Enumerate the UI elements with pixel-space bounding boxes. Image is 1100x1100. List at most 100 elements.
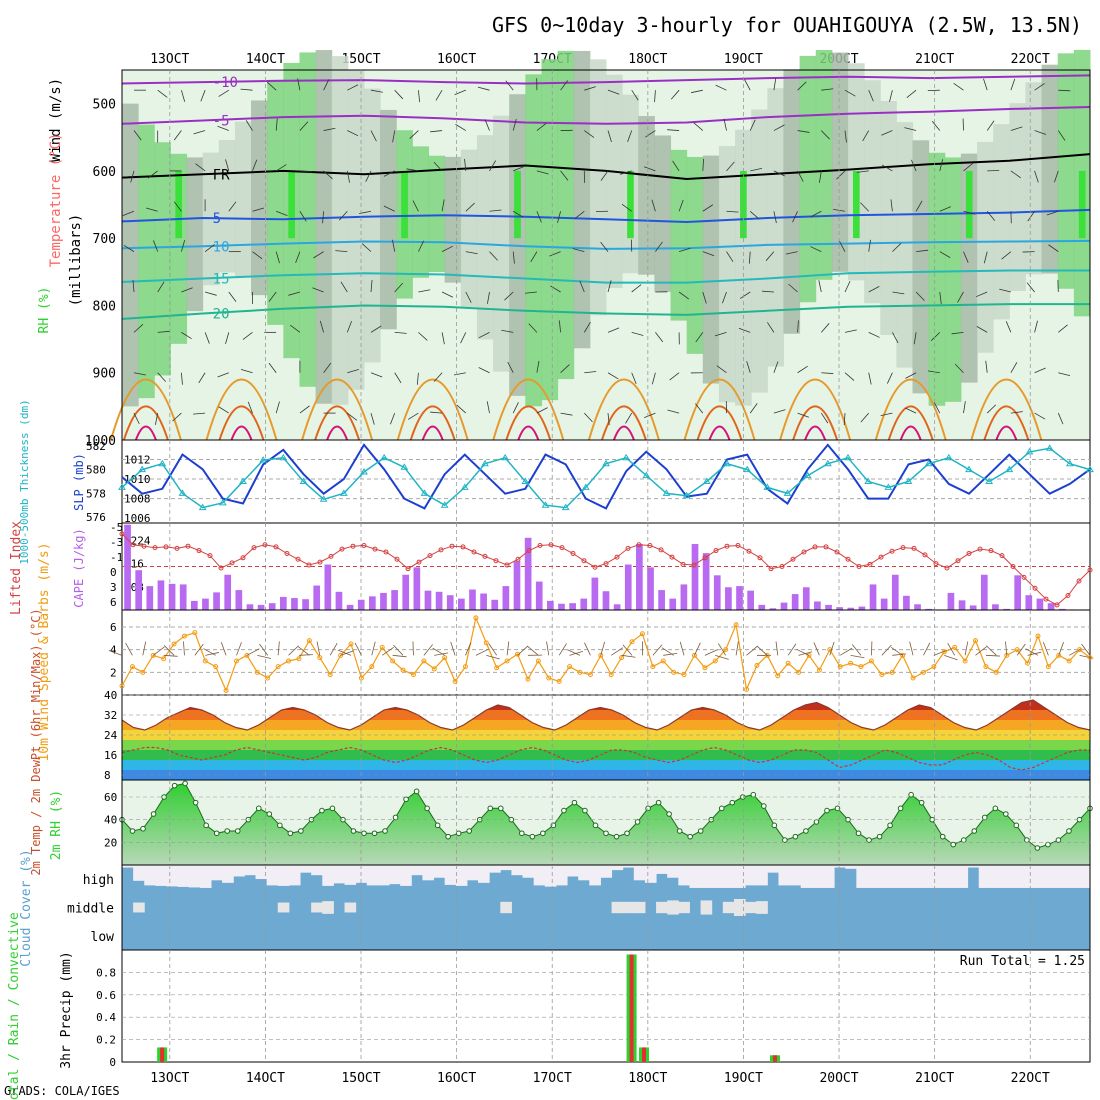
- rh-marker: [361, 830, 367, 837]
- wind-barb: [390, 412, 396, 425]
- wind-barb: [268, 291, 277, 302]
- precip-convective-bar: [629, 954, 634, 1062]
- cloud-high-gap: [889, 865, 902, 888]
- temp-tick: 32: [104, 709, 117, 722]
- wind-barb-10m: [775, 641, 779, 656]
- wind-speed-marker: [691, 652, 697, 658]
- cloud-high-gap: [1034, 865, 1046, 888]
- wind-speed-marker: [754, 663, 760, 669]
- li-marker: [526, 548, 532, 554]
- cloud-high-gap: [422, 865, 435, 881]
- cloud-high-gap: [778, 865, 791, 886]
- wind-barb: [1034, 320, 1038, 333]
- wind-barb: [323, 79, 330, 91]
- wind-barb: [916, 249, 929, 253]
- wind-speed-marker: [317, 655, 323, 661]
- wind-barb: [122, 210, 135, 216]
- temp-band: [122, 760, 1090, 770]
- wind-barb-10m: [715, 654, 729, 660]
- wind-barb-10m: [220, 642, 227, 656]
- wind-barb-10m: [567, 649, 581, 656]
- wind-barb: [228, 291, 237, 302]
- wind-barb: [252, 251, 263, 260]
- wind-speed-marker: [858, 664, 864, 670]
- wind-barb: [690, 89, 703, 94]
- wind-barb: [218, 406, 230, 414]
- li-tick: 0: [110, 566, 117, 579]
- cloud-high-gap: [923, 865, 935, 888]
- thickness-marker: [420, 489, 429, 496]
- wind-barb: [625, 412, 633, 424]
- wind-barb: [370, 130, 377, 142]
- wind-barb: [773, 211, 777, 224]
- wind-barb: [607, 413, 610, 426]
- wind-barb: [631, 372, 637, 385]
- wind-barb: [312, 287, 324, 293]
- wind-speed-marker: [702, 665, 708, 671]
- wind-barb: [435, 89, 443, 101]
- thickness-marker: [884, 483, 893, 490]
- rh-marker: [561, 807, 567, 814]
- wind-speed-marker: [650, 664, 656, 670]
- isotherm-line: [121, 106, 1091, 125]
- wind-barb: [821, 130, 830, 140]
- wind-barb: [631, 89, 639, 101]
- li-marker: [614, 554, 620, 560]
- cloud-high-gap: [756, 865, 768, 886]
- wind-barb: [465, 202, 475, 212]
- cloud-high-gap: [1056, 865, 1069, 888]
- wind-barb: [1010, 362, 1018, 373]
- wind-barb: [868, 239, 871, 252]
- top-tick-label: 13OCT: [150, 52, 189, 67]
- cloud-high-gap: [589, 865, 601, 886]
- slp-tick: 1006: [124, 512, 151, 525]
- wind-speed-marker: [442, 655, 448, 661]
- hot-arc: [612, 425, 635, 441]
- cloud-high-gap: [644, 865, 657, 883]
- thickness-marker: [279, 453, 288, 461]
- rh-marker: [1045, 841, 1051, 848]
- wind-barb: [797, 365, 808, 374]
- wind-speed-marker: [660, 658, 666, 664]
- wind-barb: [536, 407, 548, 414]
- wind-barb-10m: [694, 642, 701, 656]
- rh-tick: 60: [104, 791, 117, 804]
- rh-marker: [992, 805, 999, 812]
- warm-arc: [683, 378, 756, 441]
- cape-bar: [814, 601, 821, 610]
- cloud-high-gap: [511, 865, 524, 876]
- rh-tick: 40: [104, 814, 117, 827]
- rh-marker: [550, 822, 557, 829]
- li-marker: [405, 566, 411, 572]
- wind-barb-10m: [663, 652, 678, 656]
- wind-barb-10m: [1016, 643, 1026, 656]
- wind-barb: [441, 332, 445, 345]
- top-tick-label: 14OCT: [246, 52, 285, 67]
- wind-barb: [963, 251, 969, 263]
- wind-barb: [323, 127, 336, 131]
- hot-arc: [708, 425, 731, 441]
- wind-barb: [933, 402, 941, 414]
- rh-marker: [129, 828, 136, 834]
- rh-marker: [182, 780, 188, 787]
- wind-barb: [715, 84, 727, 91]
- wind-barb: [655, 241, 663, 252]
- rh-panel: 20 40 60: [104, 779, 1093, 866]
- cape-bar: [346, 604, 354, 610]
- wind-barb: [862, 130, 870, 142]
- rh-marker: [434, 822, 441, 829]
- rh-marker: [613, 833, 620, 840]
- slp-tick: 1012: [124, 454, 151, 467]
- wind-barb: [133, 324, 144, 333]
- wind-barb: [904, 127, 917, 131]
- wind-barb: [986, 211, 996, 221]
- wind-barb: [228, 201, 237, 212]
- wind-barb: [347, 84, 359, 91]
- cloud-mid-gap: [700, 900, 713, 915]
- cape-bar: [591, 577, 599, 610]
- thickness-marker: [844, 453, 852, 461]
- cloud-high-gap: [244, 865, 257, 876]
- wind-barb: [797, 320, 799, 333]
- wind-speed-marker: [223, 687, 229, 693]
- wind-barb-10m: [434, 652, 449, 656]
